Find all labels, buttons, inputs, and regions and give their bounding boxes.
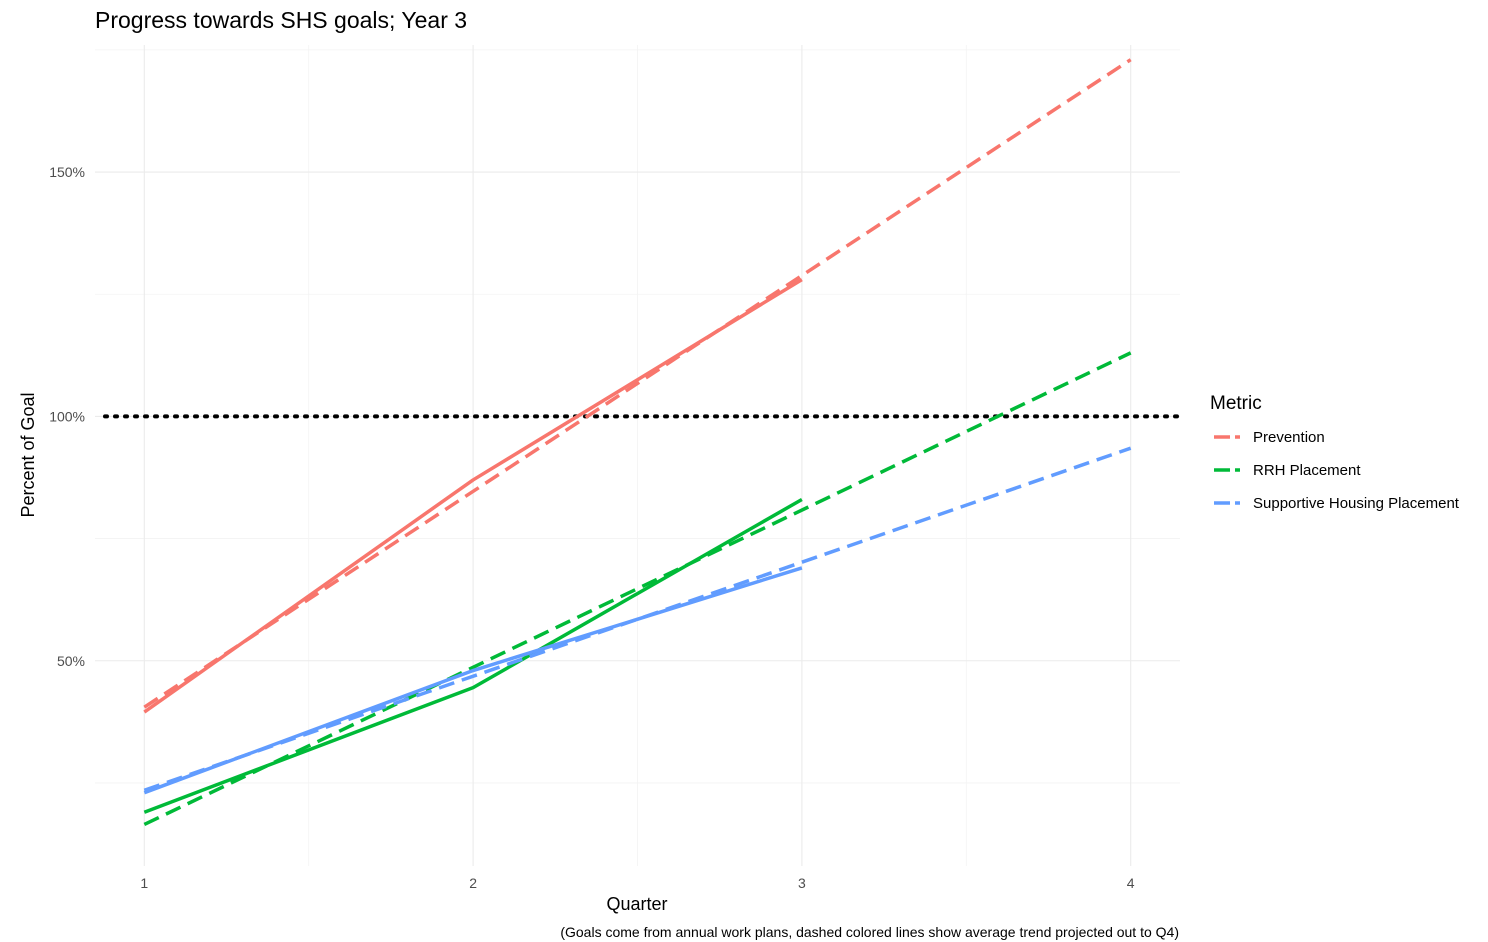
series-line-prevention [143,278,803,714]
series-line-rrh-placement [143,497,803,814]
trend-line-prevention [143,58,1132,709]
x-tick-label: 2 [469,875,477,891]
grid [95,45,1180,866]
series-line-supportive-housing-placement [143,566,803,795]
y-axis-title: Percent of Goal [18,392,38,517]
x-tick-label: 4 [1127,875,1135,891]
chart-caption: (Goals come from annual work plans, dash… [560,924,1179,940]
legend: Metric Prevention RRH Placement Supportive… [1210,393,1460,512]
y-tick-label: 150% [49,164,85,180]
chart-title: Progress towards SHS goals; Year 3 [95,7,467,33]
legend-label-prevention: Prevention [1253,429,1325,446]
tick-labels: 1 2 3 4 50% 100% 150% [49,164,1135,891]
plot-area [103,58,1182,827]
x-tick-label: 3 [798,875,806,891]
y-tick-label: 50% [57,653,85,669]
trend-line-rrh-placement [143,351,1132,827]
y-tick-label: 100% [49,408,85,424]
legend-title: Metric [1210,393,1262,414]
legend-label-supportive-housing-placement: Supportive Housing Placement [1253,495,1460,512]
legend-label-rrh-placement: RRH Placement [1253,462,1361,479]
x-tick-label: 1 [140,875,148,891]
x-axis-title: Quarter [606,894,667,914]
